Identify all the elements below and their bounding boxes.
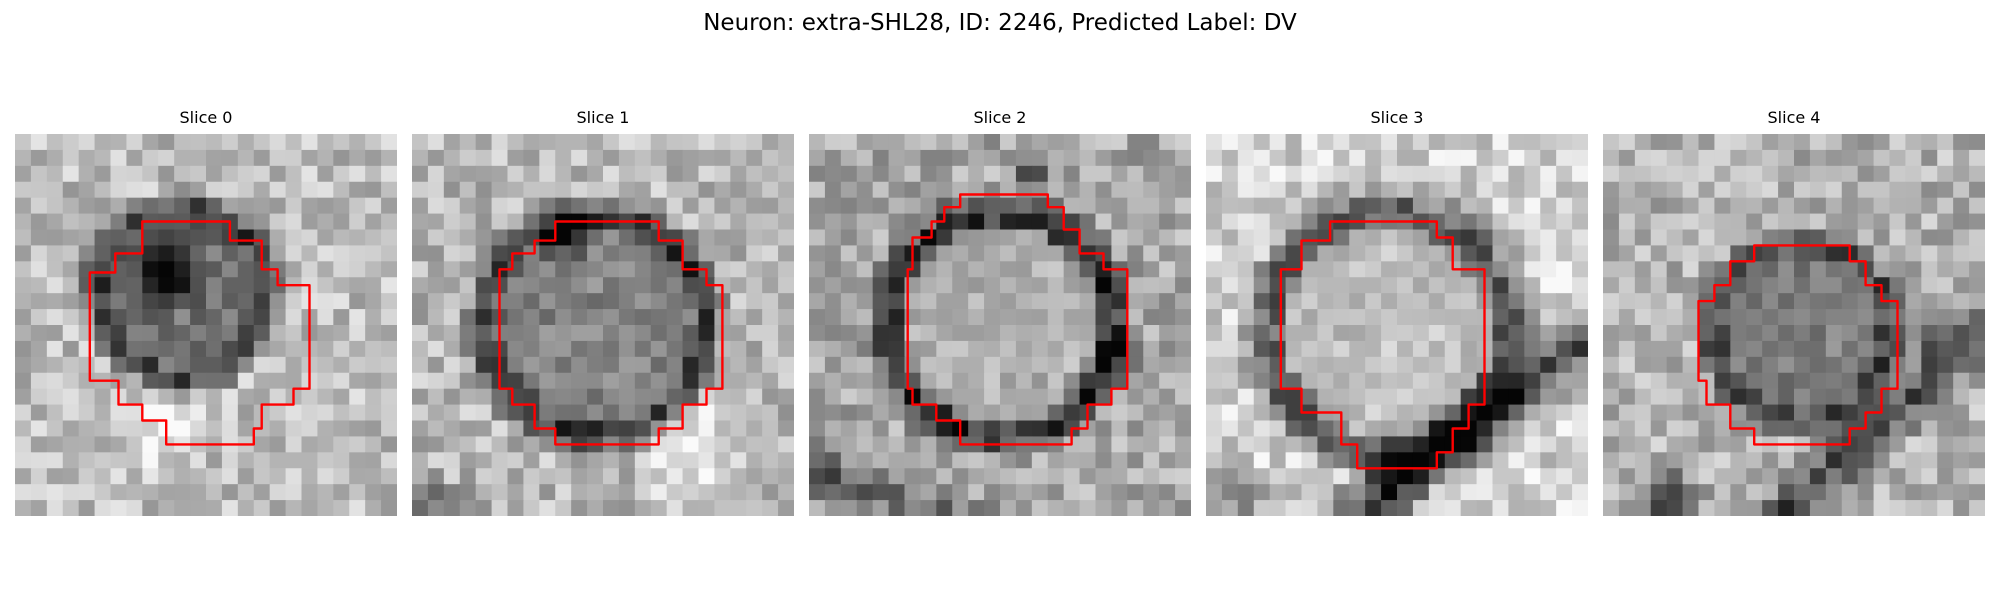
roi-outline-4 xyxy=(1697,244,1899,446)
slice-image-3 xyxy=(1206,134,1588,516)
roi-outline-3 xyxy=(1279,220,1486,470)
roi-outline-2 xyxy=(906,193,1129,446)
roi-outline-0 xyxy=(88,220,311,446)
slice-image-0 xyxy=(15,134,397,516)
slice-image-2 xyxy=(809,134,1191,516)
slice-title-3: Slice 3 xyxy=(1370,108,1424,127)
slice-title-4: Slice 4 xyxy=(1767,108,1821,127)
roi-outline-1 xyxy=(498,220,724,446)
figure-title: Neuron: extra-SHL28, ID: 2246, Predicted… xyxy=(703,10,1297,36)
slice-title-0: Slice 0 xyxy=(179,108,233,127)
slice-title-2: Slice 2 xyxy=(973,108,1027,127)
slice-title-1: Slice 1 xyxy=(576,108,630,127)
slice-image-4 xyxy=(1603,134,1985,516)
slice-image-1 xyxy=(412,134,794,516)
